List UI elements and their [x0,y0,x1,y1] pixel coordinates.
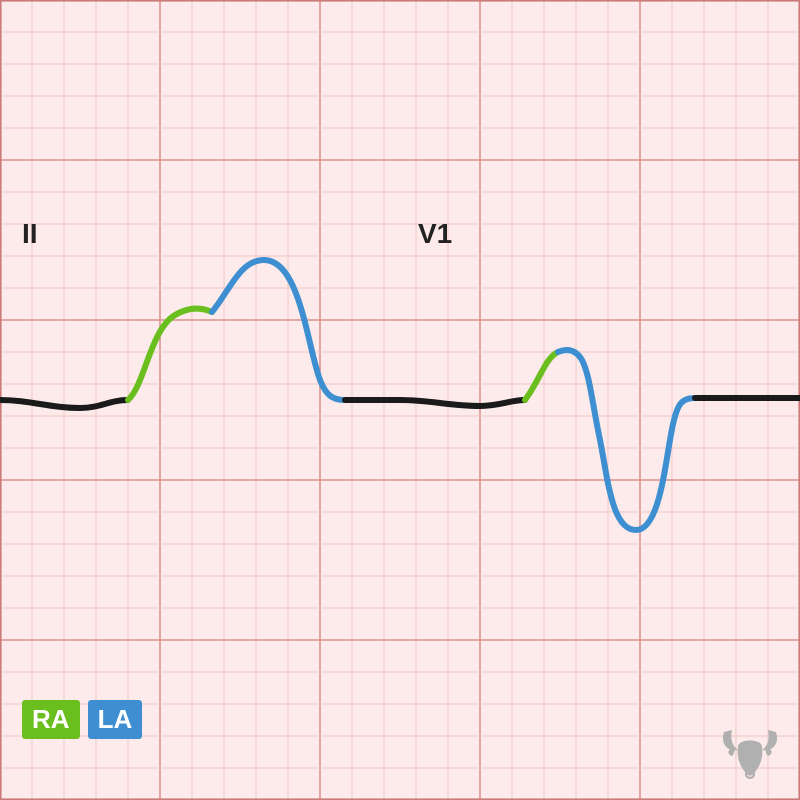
legend-ra: RA [22,700,80,739]
lead-label-v1: V1 [418,218,452,250]
bull-logo [718,718,782,782]
legend-la: LA [88,700,143,739]
ecg-svg [0,0,800,800]
lead-label-ii: II [22,218,38,250]
legend: RALA [22,700,142,739]
ecg-diagram: II V1 RALA [0,0,800,800]
